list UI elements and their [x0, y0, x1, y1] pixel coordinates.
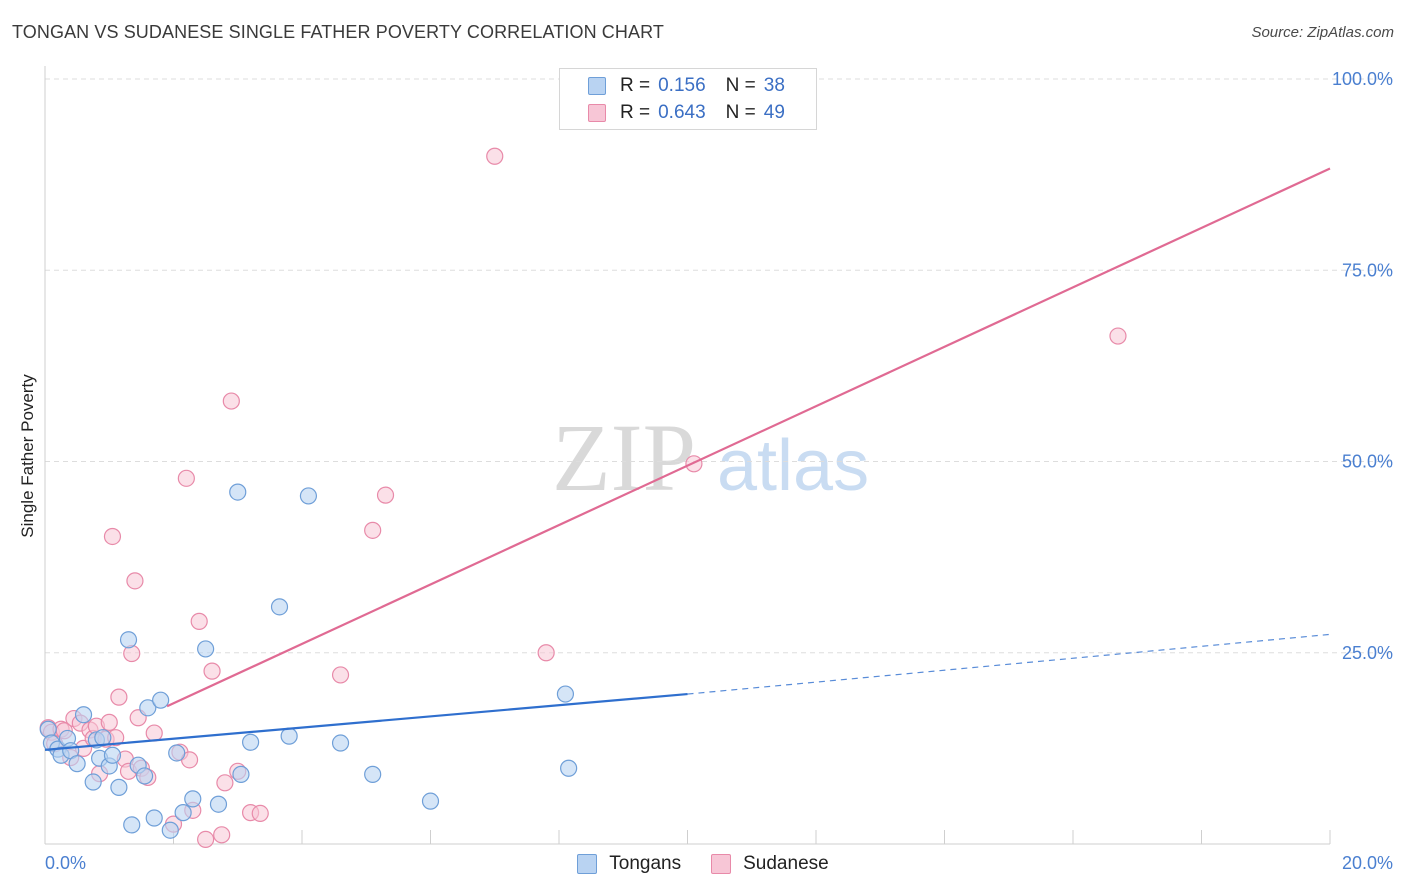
sudanese-point	[216, 774, 234, 792]
tongans-point	[168, 744, 186, 762]
sudanese-legend-swatch	[711, 854, 732, 874]
watermark-zip: ZIP	[552, 404, 696, 511]
tongans-point	[560, 759, 578, 777]
tongans-point	[364, 765, 382, 783]
legend-item-tongans[interactable]: Tongans	[577, 853, 681, 875]
sudanese-trend-line	[166, 167, 1331, 708]
legend-r-value: 0.643	[658, 102, 706, 123]
sudanese-legend-label: Sudanese	[743, 853, 829, 874]
sudanese-point	[110, 688, 128, 706]
sudanese-point	[364, 521, 382, 539]
legend-r-value: 0.156	[658, 75, 706, 96]
tongans-point	[110, 778, 128, 796]
legend-r-label: R =	[620, 102, 651, 123]
legend-n-label: N =	[725, 102, 756, 123]
axes	[44, 66, 1331, 845]
y-tick-label: 100.0%	[1332, 69, 1393, 89]
legend-row-sudanese: R = 0.643 N = 49	[588, 101, 785, 125]
tongans-point	[184, 790, 202, 808]
sudanese-point	[203, 662, 221, 680]
sudanese-point	[376, 486, 395, 504]
legend-n-value: 49	[763, 102, 785, 123]
stats-legend: R = 0.156 N = 38 R = 0.643 N = 49	[559, 68, 817, 130]
legend-item-sudanese[interactable]: Sudanese	[711, 853, 829, 875]
sudanese-point	[331, 666, 350, 684]
sudanese-point	[1109, 327, 1127, 345]
tongans-point	[331, 734, 350, 752]
tongans-point	[119, 631, 138, 649]
chart-title: TONGAN VS SUDANESE SINGLE FATHER POVERTY…	[12, 22, 664, 42]
legend-n-value: 38	[763, 75, 785, 96]
sudanese-point	[177, 469, 195, 487]
tongans-trend-line	[44, 692, 688, 752]
tongans-point	[197, 640, 215, 658]
tongans-point	[139, 699, 157, 717]
tongans-point	[145, 809, 163, 827]
legend-r-label: R =	[620, 75, 651, 96]
tongans-point	[123, 816, 141, 834]
source-credit: Source: ZipAtlas.com	[1251, 24, 1394, 41]
tongans-point	[68, 755, 86, 773]
sudanese-point	[103, 527, 122, 546]
tongans-point	[270, 598, 289, 616]
sudanese-point	[251, 804, 269, 823]
tongans-point	[229, 483, 247, 501]
tongans-legend-label: Tongans	[609, 853, 682, 874]
gridlines	[45, 78, 1392, 654]
tongans-point	[209, 795, 228, 813]
legend-n-label: N =	[725, 75, 756, 96]
sudanese-swatch	[588, 104, 606, 122]
sudanese-point	[222, 392, 240, 410]
tongans-point	[421, 792, 440, 810]
tongans-point	[280, 727, 298, 745]
tongans-legend-swatch	[577, 854, 598, 874]
sudanese-point	[100, 713, 118, 731]
y-tick-label: 25.0%	[1342, 643, 1393, 663]
legend-row-tongans: R = 0.156 N = 38	[588, 74, 785, 98]
tongans-point	[232, 765, 250, 783]
tongans-point	[242, 733, 260, 751]
tongans-point	[94, 729, 112, 747]
tick-labels: 25.0% 50.0% 75.0% 100.0% 0.0% 20.0%	[45, 69, 1393, 873]
sudanese-point	[213, 826, 231, 844]
x-tick-label: 20.0%	[1342, 853, 1393, 873]
tongans-point	[135, 767, 154, 785]
series-legend: Tongans Sudanese	[0, 852, 1406, 876]
tongans-point	[299, 487, 318, 505]
tongans-trend-extension	[687, 633, 1331, 695]
trend-lines	[44, 167, 1331, 752]
sudanese-point	[197, 830, 215, 849]
tongans-point	[74, 706, 93, 724]
tongans-point	[84, 773, 102, 791]
watermark-atlas: atlas	[717, 426, 869, 506]
sudanese-point	[145, 724, 163, 742]
sudanese-point	[537, 644, 555, 662]
tongans-point	[556, 685, 575, 703]
tongans-swatch	[588, 77, 606, 95]
tongans-point	[174, 804, 192, 822]
x-tick-label: 0.0%	[45, 853, 86, 873]
tongans-point	[161, 821, 179, 839]
sudanese-point	[190, 612, 208, 630]
sudanese-point	[486, 147, 504, 165]
tongans-point	[103, 746, 122, 764]
y-tick-label: 75.0%	[1342, 260, 1393, 280]
tongans-point	[152, 691, 170, 709]
y-tick-label: 50.0%	[1342, 452, 1393, 472]
sudanese-point	[126, 572, 144, 590]
data-points	[39, 147, 1127, 849]
